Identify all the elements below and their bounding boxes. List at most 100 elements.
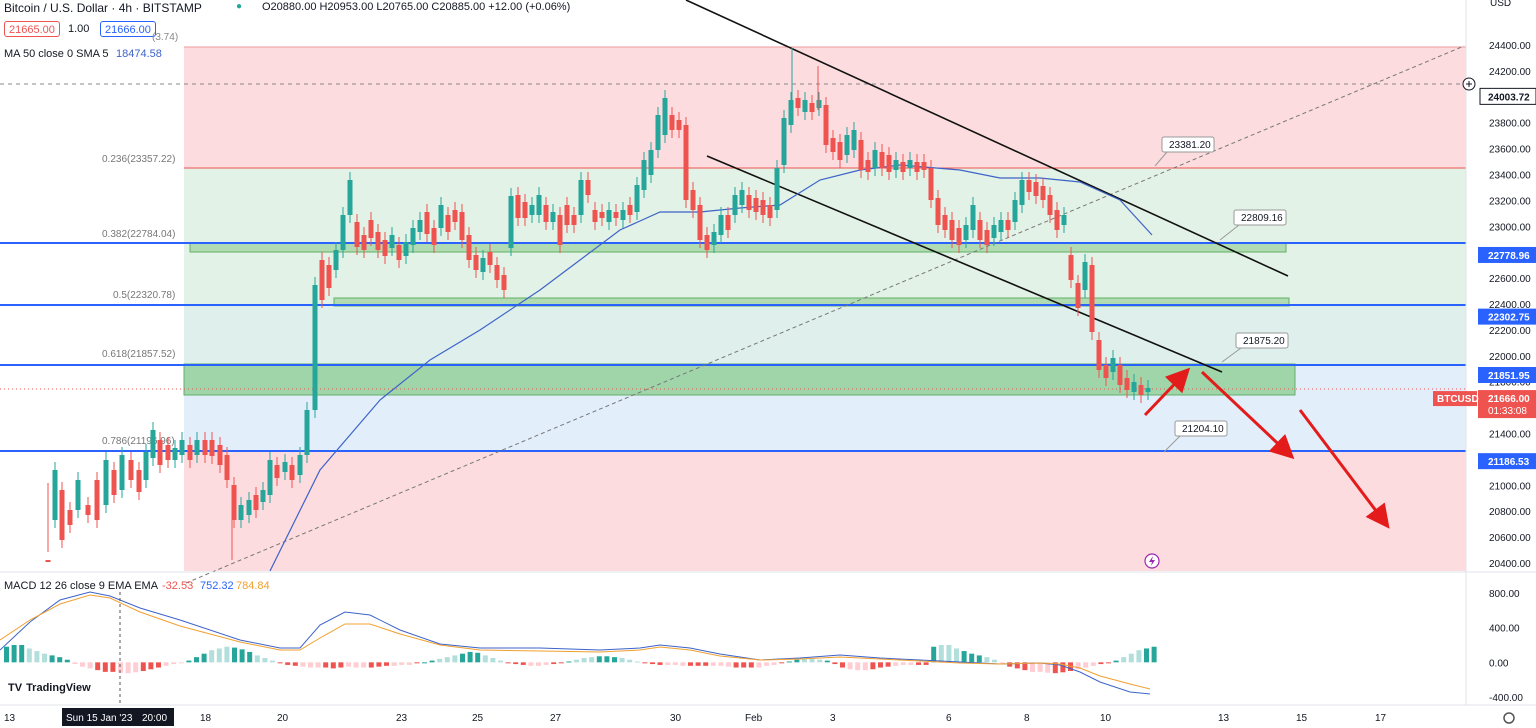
candle-body-128 bbox=[963, 225, 969, 240]
macd-label[interactable]: MACD 12 26 close 9 EMA EMA bbox=[4, 580, 159, 592]
y-tick-0: 24400.00 bbox=[1489, 41, 1531, 52]
candle-body-69 bbox=[550, 212, 556, 222]
macd-hist-bar-145 bbox=[1106, 662, 1111, 664]
candle-body-102 bbox=[781, 118, 787, 165]
macd-hist-bar-70 bbox=[536, 662, 541, 666]
macd-hist-bar-10 bbox=[80, 662, 85, 667]
candle-body-16 bbox=[172, 448, 178, 460]
arrow-down-1 bbox=[1200, 370, 1295, 460]
candle-body-90 bbox=[697, 205, 703, 240]
macd-hist-value: -32.53 bbox=[162, 580, 194, 592]
plus-icon-cross bbox=[1466, 81, 1472, 87]
x-tick-1: Sun 15 Jan '23 bbox=[66, 713, 133, 724]
x-tick-4: 20 bbox=[277, 713, 289, 724]
candle-body-116 bbox=[879, 152, 885, 168]
y-tick-19: 20600.00 bbox=[1489, 533, 1531, 544]
macd-hist-bar-100 bbox=[764, 662, 769, 666]
candle-body-40 bbox=[347, 180, 353, 215]
y-tick-5: 23400.00 bbox=[1489, 171, 1531, 182]
price-label-1: 22778.96 bbox=[1488, 251, 1530, 262]
price-label-box-0 bbox=[1479, 87, 1536, 105]
candle-body-123 bbox=[928, 168, 934, 200]
candle-body-6 bbox=[94, 480, 100, 520]
macd-hist-bar-63 bbox=[482, 655, 488, 663]
candle-body-65 bbox=[522, 202, 528, 218]
y-tick-6: 23200.00 bbox=[1489, 196, 1531, 207]
candle-body-118 bbox=[893, 160, 899, 170]
candle-body-25 bbox=[238, 505, 244, 520]
partial-value: (3.74) bbox=[152, 32, 179, 43]
bid-button[interactable]: 21665.00 bbox=[4, 21, 60, 37]
zone-rect-3 bbox=[183, 363, 1296, 396]
channel-upper-line bbox=[685, 0, 1289, 277]
candle-body-7 bbox=[103, 460, 109, 505]
x-tick-0: 13 bbox=[4, 713, 16, 724]
candle-body-147 bbox=[1096, 340, 1102, 370]
ask-button[interactable]: 21666.00 bbox=[100, 21, 156, 37]
macd-hist-bar-92 bbox=[703, 662, 709, 666]
candle-body-108 bbox=[823, 105, 829, 145]
candle-body-18 bbox=[187, 445, 193, 460]
macd-hist-bar-104 bbox=[794, 659, 800, 663]
macd-tick-2: 0.00 bbox=[1489, 658, 1509, 669]
candle-body-145 bbox=[1082, 262, 1088, 290]
fib-label-2: 0.5(22320.78) bbox=[113, 290, 175, 301]
macd-hist-bar-127 bbox=[969, 653, 975, 663]
macd-hist-bar-5 bbox=[42, 653, 47, 663]
candle-body-146 bbox=[1089, 265, 1095, 332]
macd-hist-bar-41 bbox=[315, 662, 321, 668]
macd-hist-bar-144 bbox=[1098, 662, 1104, 665]
macd-hist-bar-24 bbox=[186, 660, 192, 663]
macd-hist-bar-132 bbox=[1007, 662, 1013, 667]
macd-hist-bar-133 bbox=[1014, 662, 1020, 669]
ma-indicator-label[interactable]: MA 50 close 0 SMA 5 bbox=[4, 48, 109, 60]
macd-tick-3: -400.00 bbox=[1489, 693, 1523, 704]
candle-body-56 bbox=[459, 212, 465, 240]
candle-body-129 bbox=[970, 205, 976, 230]
macd-hist-bar-75 bbox=[574, 659, 579, 663]
candle-body-44 bbox=[375, 232, 381, 250]
candle-body-28 bbox=[260, 490, 266, 502]
candle-body-33 bbox=[297, 455, 303, 475]
macd-hist-bar-59 bbox=[452, 655, 458, 663]
macd-hist-bar-39 bbox=[300, 662, 306, 667]
macd-hist-bar-9 bbox=[72, 662, 78, 665]
candle-body-1 bbox=[52, 470, 58, 520]
countdown-label: 01:33:08 bbox=[1488, 406, 1527, 417]
candle-body-94 bbox=[725, 215, 731, 230]
price-label-2: 22302.75 bbox=[1488, 313, 1530, 324]
macd-hist-bar-3 bbox=[26, 648, 32, 663]
x-tick-9: Feb bbox=[745, 713, 763, 724]
macd-hist-bar-67 bbox=[513, 662, 519, 665]
callout-box-3 bbox=[1174, 420, 1228, 437]
candle-body-51 bbox=[424, 212, 430, 234]
macd-hist-bar-96 bbox=[733, 662, 739, 668]
macd-hist-bar-88 bbox=[672, 662, 678, 665]
y-tick-1: 24200.00 bbox=[1489, 67, 1531, 78]
candle-body-34 bbox=[304, 410, 310, 455]
macd-hist-bar-18 bbox=[140, 662, 146, 671]
candle-body-80 bbox=[627, 205, 633, 215]
y-tick-3: 23800.00 bbox=[1489, 119, 1531, 130]
candle-body-71 bbox=[564, 205, 570, 225]
macd-hist-bar-46 bbox=[353, 662, 359, 668]
macd-hist-bar-142 bbox=[1083, 662, 1089, 668]
candle-body-50 bbox=[417, 220, 423, 232]
macd-hist-bar-52 bbox=[399, 662, 405, 665]
candle-body-133 bbox=[998, 220, 1004, 232]
candle-body-74 bbox=[585, 180, 591, 195]
candle-body-91 bbox=[704, 235, 710, 250]
tv-logo-text: TradingView bbox=[26, 682, 91, 694]
candle-body-76 bbox=[599, 212, 605, 218]
macd-hist-bar-149 bbox=[1136, 650, 1142, 663]
macd-hist-bar-135 bbox=[1030, 662, 1035, 672]
candle-body-84 bbox=[655, 115, 661, 150]
macd-hist-bar-0 bbox=[4, 646, 9, 663]
y-tick-10: 22400.00 bbox=[1489, 300, 1531, 311]
alert-icon-bolt bbox=[1149, 556, 1155, 566]
fib-label-0: 0.236(23357.22) bbox=[102, 154, 175, 165]
candle-body-29 bbox=[267, 460, 273, 495]
x-tick-7: 27 bbox=[550, 713, 562, 724]
macd-hist-bar-90 bbox=[688, 662, 693, 666]
